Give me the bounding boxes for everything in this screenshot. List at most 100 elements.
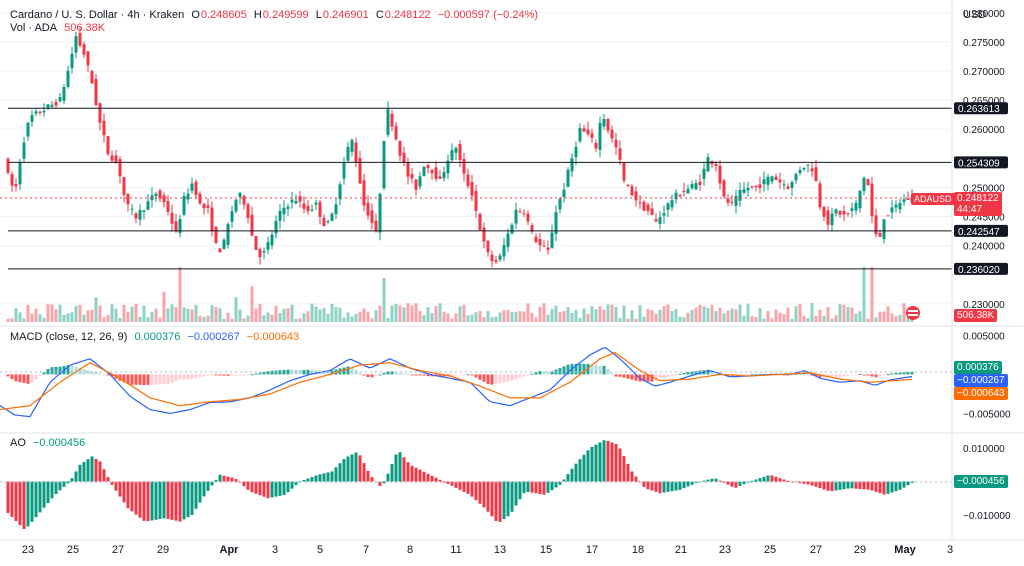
macd-label: MACD (close, 12, 26, 9) (10, 331, 128, 343)
ao-bar (86, 459, 90, 482)
candle-body (622, 162, 626, 181)
ao-bar (574, 463, 578, 482)
volume-bar (538, 306, 542, 322)
macd-histogram-bar (22, 374, 26, 383)
ao-bar (802, 481, 806, 484)
candle-body (210, 207, 214, 232)
candle-body (94, 79, 98, 105)
macd-histogram-bar (630, 374, 634, 380)
ao-bar (174, 481, 178, 521)
macd-histogram-bar (462, 374, 466, 376)
candle-body (434, 167, 438, 179)
macd-histogram-bar (374, 374, 378, 376)
ao-bar (206, 481, 210, 491)
candle-body (202, 203, 206, 209)
volume-bar (118, 317, 122, 322)
volume-bar (850, 307, 854, 322)
macd-histogram-bar (682, 373, 686, 375)
candle-body (330, 213, 334, 221)
volume-bar (418, 311, 422, 322)
candle-body (406, 162, 410, 177)
candle-body (526, 213, 530, 222)
volume-bar (174, 307, 178, 322)
macd-histogram-bar (866, 374, 870, 376)
candle-body (158, 190, 162, 199)
candle-body (530, 225, 534, 232)
ao-bar (394, 454, 398, 482)
ao-bar (782, 479, 786, 482)
macd-histogram-bar (874, 374, 878, 378)
candle-body (810, 168, 814, 172)
volume-bar (86, 310, 90, 322)
ao-bar (314, 475, 318, 482)
candle-body (730, 201, 734, 203)
volume-bar (898, 314, 902, 322)
time-tick-label: 15 (540, 544, 552, 556)
macd-histogram-bar (350, 367, 354, 375)
volume-bar (826, 306, 830, 322)
candle-body (418, 176, 422, 187)
volume-bar (606, 304, 610, 322)
low-label: L (315, 9, 322, 21)
volume-bar (358, 311, 362, 322)
candle-body (462, 159, 466, 174)
ao-histogram (6, 440, 914, 529)
ao-bar (730, 481, 734, 487)
ao-bar (342, 459, 346, 482)
volume-bar (474, 312, 478, 322)
volume-bar (362, 308, 366, 322)
ao-bar (250, 481, 254, 493)
volume-bar (126, 311, 130, 322)
ao-bar (606, 440, 610, 482)
candle-body (850, 208, 854, 212)
macd-histogram-bar (158, 374, 162, 385)
candle-body (786, 186, 790, 189)
ao-bar (894, 481, 898, 492)
candle-body (66, 70, 70, 87)
candle-body (582, 128, 586, 132)
ao-bar (386, 473, 390, 482)
current-price-tag[interactable]: 0.248122 44:47 (954, 192, 1002, 216)
ao-bar (862, 481, 866, 490)
candle-body (794, 173, 798, 181)
ao-bar (642, 481, 646, 487)
flag-icon[interactable] (906, 306, 920, 320)
ticker-tag[interactable]: ADAUSD (911, 193, 955, 205)
macd-histogram-bar (190, 374, 194, 379)
ao-bar (290, 481, 294, 489)
volume-bar (886, 306, 890, 322)
ao-bar (378, 481, 382, 486)
volume-tag: 506.38K (954, 309, 998, 322)
macd-histogram-bar (30, 374, 34, 383)
ao-bar (310, 477, 314, 482)
macd-histogram-bar (750, 374, 754, 376)
ao-bar (66, 481, 70, 484)
macd-histogram-bar (674, 374, 678, 376)
volume-bar (226, 312, 230, 322)
candle-body (274, 220, 278, 234)
macd-histogram-bar (694, 370, 698, 375)
candle-body (566, 169, 570, 187)
volume-bar (394, 303, 398, 322)
macd-histogram-bar (174, 374, 178, 382)
ao-bar (418, 469, 422, 482)
candle-body (142, 210, 146, 212)
candle-body (646, 204, 650, 211)
volume-bar (94, 297, 98, 322)
volume-bar (806, 318, 810, 322)
currency-label[interactable]: USD (963, 9, 987, 21)
macd-histogram-bar (170, 374, 174, 383)
candle-body (602, 118, 606, 127)
ao-bar (130, 481, 134, 512)
ao-bar (234, 479, 238, 482)
volume-bar (830, 318, 834, 322)
candle-body (90, 71, 94, 84)
volume-bar (222, 318, 226, 322)
macd-histogram-bar (94, 372, 98, 375)
volume-bar (98, 305, 102, 322)
candle-body (654, 219, 658, 222)
macd-histogram-bar (854, 374, 858, 376)
macd-histogram-bar (562, 366, 566, 375)
ao-bar (778, 478, 782, 482)
macd-histogram-bar (618, 374, 622, 377)
